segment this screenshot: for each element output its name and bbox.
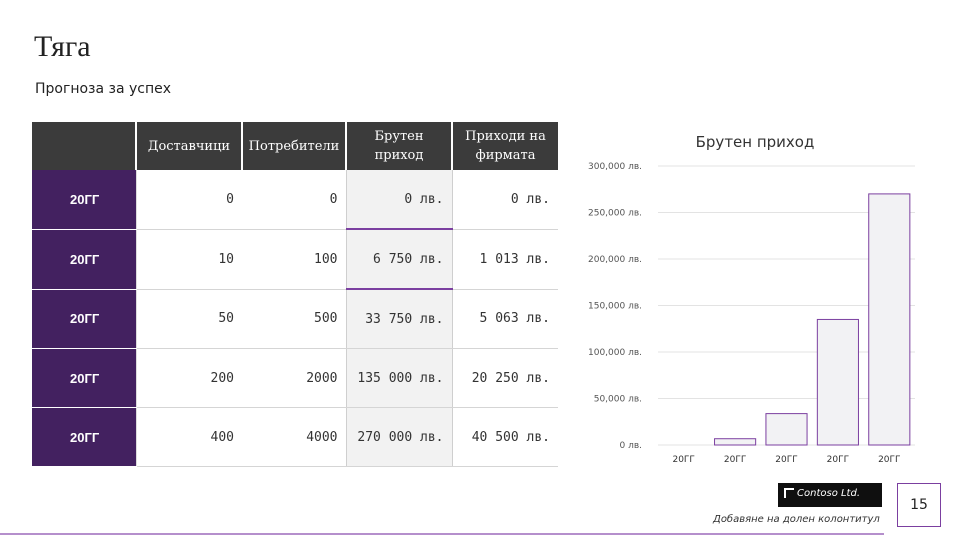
- logo-text: Contoso Ltd.: [797, 488, 861, 499]
- table-header-empty: [32, 122, 137, 170]
- consumers-cell: 0: [242, 170, 346, 230]
- company-revenue-cell: 1 013 лв.: [452, 229, 558, 290]
- table-header-consumers: Потребители: [242, 122, 347, 170]
- y-tick-label: 100,000 лв.: [588, 348, 642, 358]
- chart-bar: [868, 193, 911, 446]
- gross-revenue-cell: 270 000 лв.: [345, 407, 453, 467]
- y-tick-label: 300,000 лв.: [588, 162, 642, 172]
- contoso-logo: Contoso Ltd.: [778, 483, 882, 507]
- gross-revenue-cell: 33 750 лв.: [345, 289, 453, 349]
- page-number: 15: [897, 483, 941, 527]
- y-tick-label: 0 лв.: [619, 441, 642, 451]
- gross-revenue-bar-chart: 0 лв. 50,000 лв. 100,000 лв. 150,000 лв. 200…: [588, 162, 915, 465]
- consumers-cell: 100: [242, 229, 346, 290]
- consumers-cell: 2000: [242, 348, 346, 408]
- table-row: 20ГГ 200 2000 135 000 лв. 20 250 лв.: [32, 348, 558, 408]
- x-category-label: 20ГГ: [672, 455, 694, 465]
- suppliers-cell: 400: [135, 407, 242, 467]
- company-revenue-cell: 0 лв.: [452, 170, 558, 230]
- y-tick-label: 250,000 лв.: [588, 209, 642, 219]
- bottom-divider: [0, 533, 884, 535]
- suppliers-cell: 200: [135, 348, 242, 408]
- gross-revenue-cell: 135 000 лв.: [345, 348, 453, 408]
- table-header-row: Доставчици Потребители Брутен приход При…: [32, 122, 558, 170]
- x-category-label: 20ГГ: [827, 455, 849, 465]
- traction-table: Доставчици Потребители Брутен приход При…: [32, 122, 558, 467]
- chart-bar: [765, 413, 808, 446]
- slide-title: Тяга: [34, 30, 91, 63]
- year-cell: 20ГГ: [32, 348, 136, 408]
- y-tick-label: 150,000 лв.: [588, 302, 642, 312]
- chart-bar: [714, 438, 757, 446]
- y-tick-label: 200,000 лв.: [588, 255, 642, 265]
- gross-revenue-cell: 0 лв.: [345, 170, 453, 230]
- consumers-cell: 4000: [242, 407, 346, 467]
- x-category-label: 20ГГ: [775, 455, 797, 465]
- company-revenue-cell: 20 250 лв.: [452, 348, 558, 408]
- table-row: 20ГГ 400 4000 270 000 лв. 40 500 лв.: [32, 407, 558, 467]
- chart-bar: [816, 318, 859, 446]
- table-row: 20ГГ 10 100 6 750 лв. 1 013 лв.: [32, 229, 558, 290]
- gross-revenue-cell: 6 750 лв.: [345, 229, 453, 290]
- table-header-suppliers: Доставчици: [136, 122, 243, 170]
- consumers-cell: 500: [242, 289, 346, 349]
- x-category-label: 20ГГ: [724, 455, 746, 465]
- year-cell: 20ГГ: [32, 407, 136, 467]
- x-category-label: 20ГГ: [878, 455, 900, 465]
- chart-title: Брутен приход: [695, 133, 815, 151]
- suppliers-cell: 10: [135, 229, 242, 290]
- company-revenue-cell: 5 063 лв.: [452, 289, 558, 349]
- table-header-company-revenue: Приходи на фирмата: [452, 122, 558, 170]
- year-cell: 20ГГ: [32, 229, 136, 290]
- table-header-gross-revenue: Брутен приход: [346, 122, 453, 170]
- year-cell: 20ГГ: [32, 170, 136, 230]
- table-row: 20ГГ 50 500 33 750 лв. 5 063 лв.: [32, 289, 558, 349]
- slide-subtitle: Прогноза за успех: [35, 81, 172, 97]
- company-revenue-cell: 40 500 лв.: [452, 407, 558, 467]
- year-cell: 20ГГ: [32, 289, 136, 349]
- y-tick-label: 50,000 лв.: [594, 395, 642, 405]
- suppliers-cell: 0: [135, 170, 242, 230]
- suppliers-cell: 50: [135, 289, 242, 349]
- logo-corner-icon: [784, 488, 794, 498]
- footer-text: Добавяне на долен колонтитул: [713, 514, 880, 525]
- table-row: 20ГГ 0 0 0 лв. 0 лв.: [32, 170, 558, 230]
